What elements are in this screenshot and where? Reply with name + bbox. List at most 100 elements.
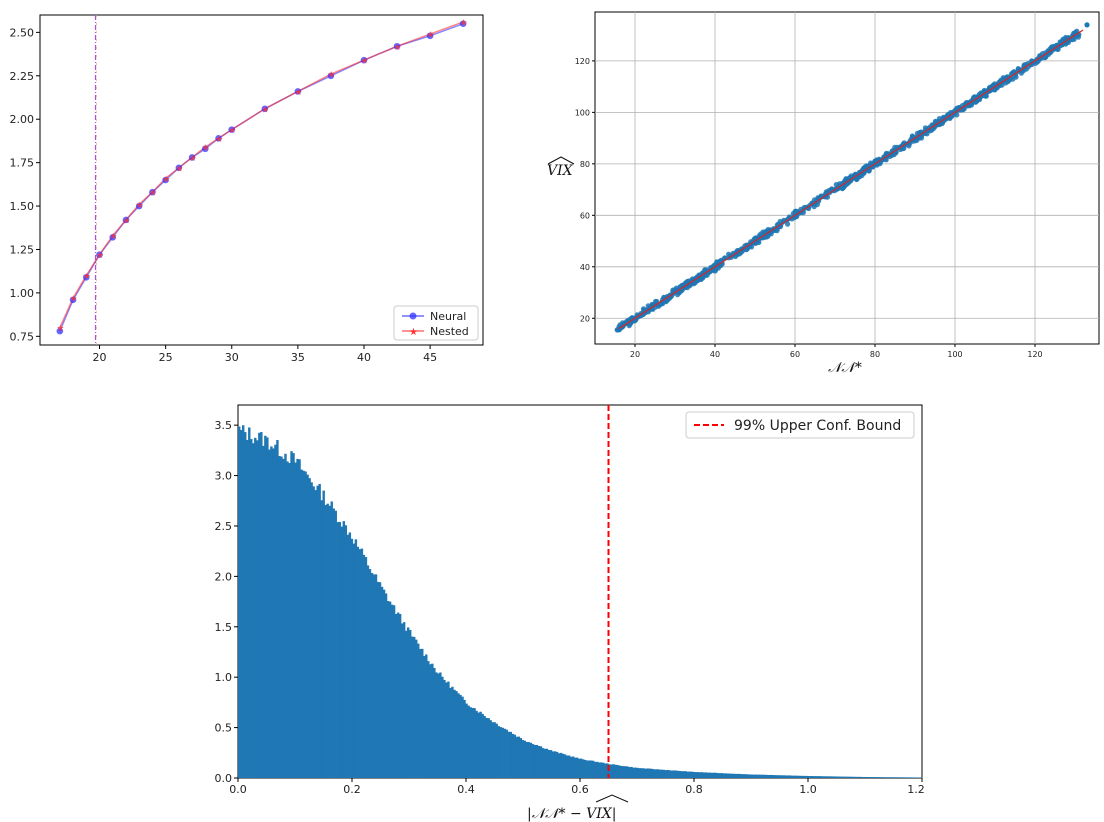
- histogram-bar: [248, 427, 251, 778]
- histogram-bar: [449, 687, 452, 778]
- histogram-bar: [567, 755, 571, 778]
- scatter-point: [906, 143, 912, 149]
- histogram-bar: [304, 471, 307, 778]
- histogram-bar: [336, 522, 339, 778]
- histogram-bar: [897, 777, 901, 778]
- histogram-bar: [350, 538, 354, 778]
- histogram-bar: [885, 777, 889, 778]
- histogram-bar: [873, 777, 877, 778]
- histogram-bar: [262, 445, 265, 778]
- histogram-bar: [513, 734, 517, 778]
- histogram-bar: [511, 733, 515, 778]
- histogram-bar: [877, 777, 881, 778]
- histogram-bar: [312, 486, 315, 778]
- histogram-bar: [614, 764, 617, 778]
- histogram-bar: [463, 699, 466, 778]
- histogram-bar: [771, 775, 774, 778]
- histogram-bar: [354, 539, 358, 778]
- histogram-bar: [419, 648, 422, 778]
- histogram-bar: [781, 775, 784, 778]
- series-neural-point: [294, 88, 302, 95]
- histogram-bar: [332, 508, 335, 778]
- histogram-bar: [415, 639, 418, 778]
- histogram-bar: [244, 432, 247, 778]
- histogram-bar: [475, 710, 478, 778]
- series-neural-point: [459, 20, 467, 27]
- histogram-bar: [799, 775, 802, 778]
- histogram-bar: [521, 740, 525, 778]
- histogram-bar: [825, 776, 828, 778]
- chart2-fit-line: [618, 29, 1084, 330]
- histogram-bar: [431, 663, 434, 778]
- histogram-bar: [368, 569, 372, 778]
- histogram-bar: [748, 774, 752, 778]
- histogram-bar: [596, 761, 599, 778]
- chart1-xtick-label: 25: [159, 351, 173, 364]
- series-nested-point: ★: [96, 251, 104, 261]
- histogram-bar: [314, 490, 317, 778]
- histogram-bar: [467, 705, 470, 778]
- histogram-bar: [755, 774, 758, 778]
- histogram-bar: [268, 449, 271, 778]
- histogram-bar: [435, 672, 438, 778]
- histogram-bar: [364, 557, 368, 778]
- histogram-bar: [388, 601, 392, 778]
- histogram-bar: [827, 776, 830, 778]
- histogram-bar: [624, 766, 627, 778]
- histogram-bar: [670, 770, 673, 778]
- histogram-bar: [459, 694, 462, 778]
- histogram-bar: [598, 762, 601, 778]
- histogram-bar: [310, 482, 313, 778]
- scatter-point: [749, 244, 755, 250]
- histogram-bar: [895, 777, 899, 778]
- histogram-bar: [525, 741, 529, 778]
- chart2-ytick-label: 40: [580, 263, 590, 272]
- histogram-bar: [547, 750, 551, 778]
- histogram-bar: [618, 765, 621, 778]
- histogram-bar: [857, 776, 861, 778]
- chart1-xtick-label: 35: [291, 351, 305, 364]
- series-nested-point: ★: [136, 201, 144, 211]
- chart3-xtick-label: 0.4: [457, 783, 475, 796]
- chart3-ytick-label: 1.0: [215, 671, 233, 684]
- histogram-bar: [308, 478, 311, 778]
- chart1-xtick-label: 45: [423, 351, 437, 364]
- histogram-bar: [334, 510, 337, 778]
- histogram-bar: [626, 766, 629, 778]
- histogram-bar: [664, 770, 667, 778]
- histogram-bar: [905, 777, 909, 778]
- histogram-bar: [843, 776, 846, 778]
- chart2-xtick-label: 100: [947, 350, 962, 359]
- scatter-point: [758, 231, 764, 237]
- histogram-bar: [769, 774, 772, 778]
- histogram-bar: [694, 772, 698, 778]
- histogram-bar: [714, 772, 718, 778]
- series-neural-point: [135, 202, 143, 210]
- histogram-bar: [767, 775, 770, 778]
- histogram-bar: [744, 774, 748, 778]
- histogram-bar: [443, 679, 446, 778]
- histogram-bar: [724, 773, 728, 778]
- chart3-ytick-label: 2.0: [215, 570, 233, 583]
- series-nested-point: ★: [149, 189, 157, 199]
- series-nested-point: ★: [427, 31, 435, 41]
- series-nested-point: ★: [360, 57, 368, 67]
- histogram-bar: [746, 774, 750, 778]
- histogram-bar: [549, 750, 553, 778]
- histogram-bar: [775, 775, 778, 778]
- series-neural-point: [162, 176, 169, 184]
- chart3-xtick-label: 0.6: [571, 783, 589, 796]
- histogram-bar: [779, 775, 782, 778]
- histogram-bar: [612, 764, 615, 778]
- histogram-bar: [390, 604, 394, 778]
- histogram-bar: [867, 777, 871, 778]
- histogram-bar: [582, 759, 585, 778]
- histogram-bar: [656, 769, 659, 778]
- histogram-bar: [590, 760, 593, 778]
- histogram-bar: [411, 636, 414, 778]
- histogram-bar: [509, 731, 512, 778]
- histogram-bar: [823, 776, 826, 778]
- histogram-bar: [913, 777, 917, 778]
- chart1-ytick-label: 1.50: [10, 200, 35, 213]
- histogram-bar: [722, 773, 726, 778]
